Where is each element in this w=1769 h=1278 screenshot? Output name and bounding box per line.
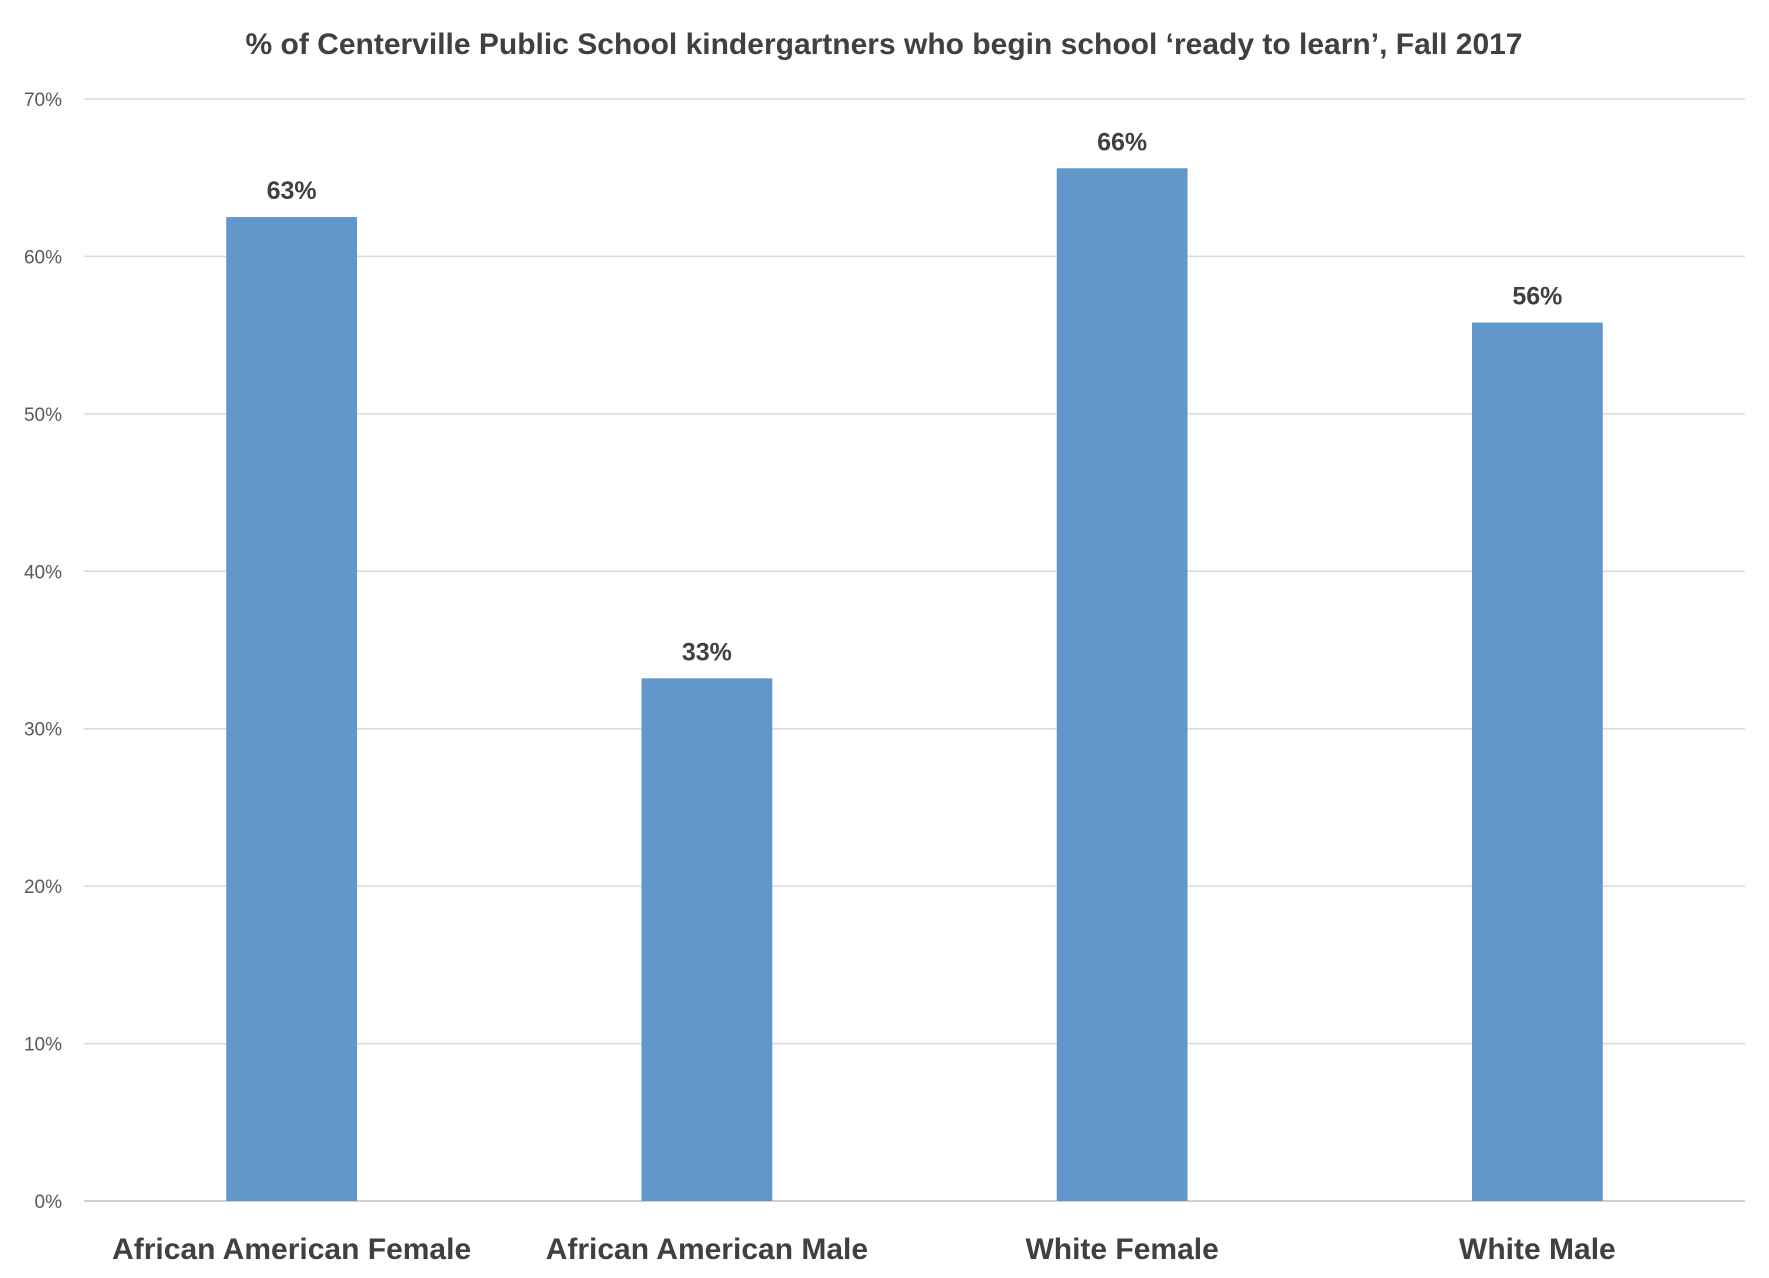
chart-title: % of Centerville Public School kindergar… (246, 28, 1523, 61)
y-tick-label: 70% (24, 90, 62, 111)
y-tick-label: 20% (24, 877, 62, 898)
x-tick-label: African American Male (546, 1233, 868, 1266)
data-label: 66% (1097, 128, 1147, 156)
data-label: 33% (682, 638, 732, 666)
y-tick-label: 50% (24, 405, 62, 426)
y-tick-label: 30% (24, 720, 62, 741)
bar (1056, 168, 1188, 1202)
y-tick-label: 0% (35, 1192, 63, 1213)
y-tick-label: 60% (24, 247, 62, 268)
bar (1471, 322, 1603, 1201)
data-labels: 63% 33% 66% 56% (267, 128, 1563, 666)
bars (226, 168, 1603, 1202)
bar (641, 678, 773, 1201)
y-tick-label: 40% (24, 562, 62, 583)
y-axis-ticks: 0% 10% 20% 30% 40% 50% 60% 70% (24, 90, 62, 1213)
x-tick-label: White Male (1459, 1233, 1616, 1266)
gridlines (84, 98, 1745, 1202)
data-label: 56% (1512, 283, 1562, 311)
x-axis-categories: African American Female African American … (112, 1233, 1616, 1266)
x-tick-label: White Female (1025, 1233, 1218, 1266)
x-tick-label: African American Female (112, 1233, 471, 1266)
data-label: 63% (267, 177, 317, 205)
y-tick-label: 10% (24, 1035, 62, 1056)
bar (226, 217, 358, 1202)
